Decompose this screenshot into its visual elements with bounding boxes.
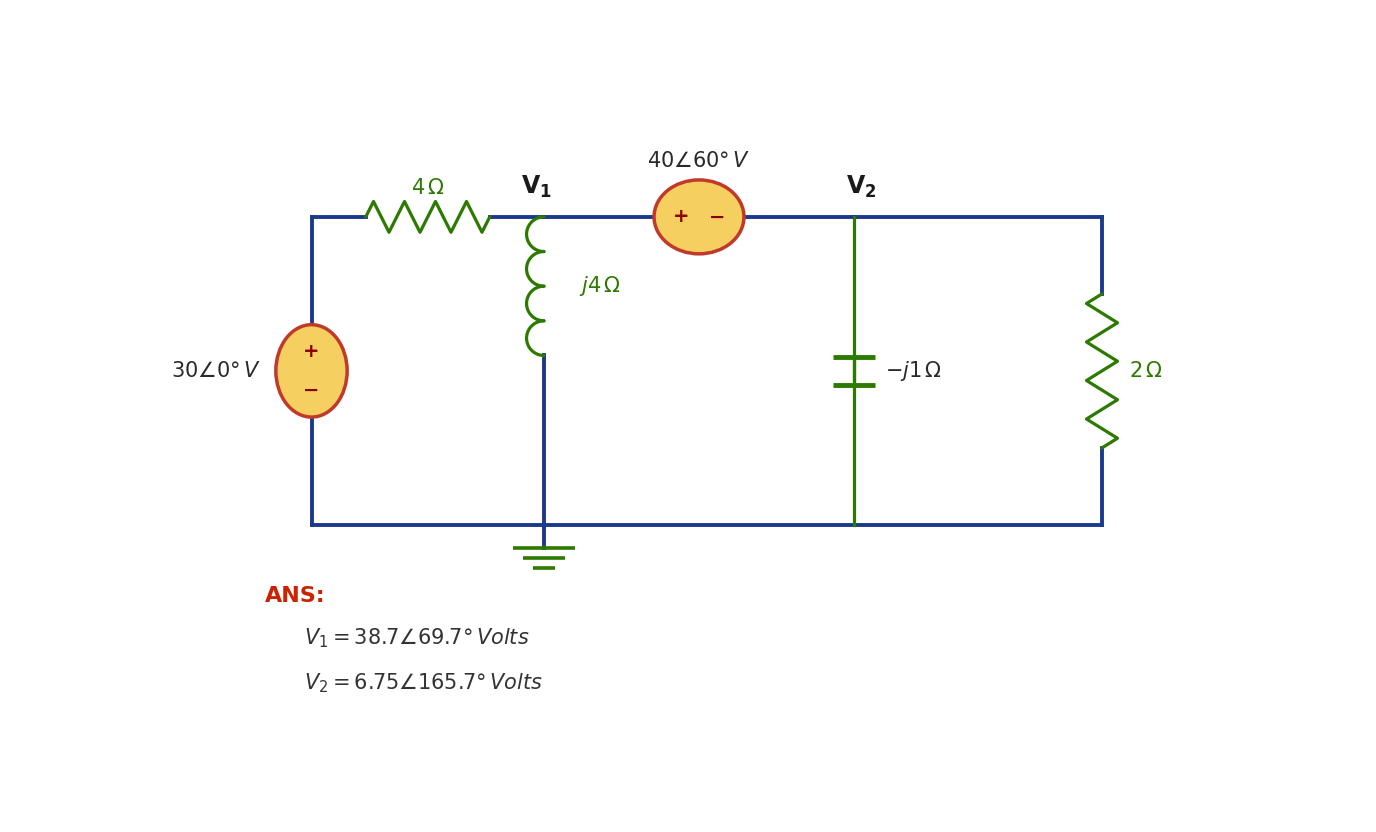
Text: $-j1\,\Omega$: $-j1\,\Omega$ <box>885 359 943 383</box>
Ellipse shape <box>654 180 744 254</box>
Text: −: − <box>709 207 725 226</box>
Text: $40\angle60°\,V$: $40\angle60°\,V$ <box>648 151 750 171</box>
Text: $2\,\Omega$: $2\,\Omega$ <box>1130 361 1163 381</box>
Text: −: − <box>303 381 319 400</box>
Text: $30\angle0°\,V$: $30\angle0°\,V$ <box>171 361 261 381</box>
Text: $V_1 = 38.7\angle69.7°\,Volts$: $V_1 = 38.7\angle69.7°\,Volts$ <box>304 626 530 650</box>
Ellipse shape <box>275 324 347 417</box>
Text: $4\,\Omega$: $4\,\Omega$ <box>411 177 444 198</box>
Text: $V_2 = 6.75\angle165.7°\,Volts$: $V_2 = 6.75\angle165.7°\,Volts$ <box>304 671 542 695</box>
Text: +: + <box>673 207 689 226</box>
Text: $j4\,\Omega$: $j4\,\Omega$ <box>579 275 621 298</box>
Text: $\mathbf{V_1}$: $\mathbf{V_1}$ <box>522 174 552 200</box>
Text: $\mathbf{V_2}$: $\mathbf{V_2}$ <box>846 174 877 200</box>
Text: +: + <box>303 342 319 361</box>
Text: ANS:: ANS: <box>266 587 326 607</box>
